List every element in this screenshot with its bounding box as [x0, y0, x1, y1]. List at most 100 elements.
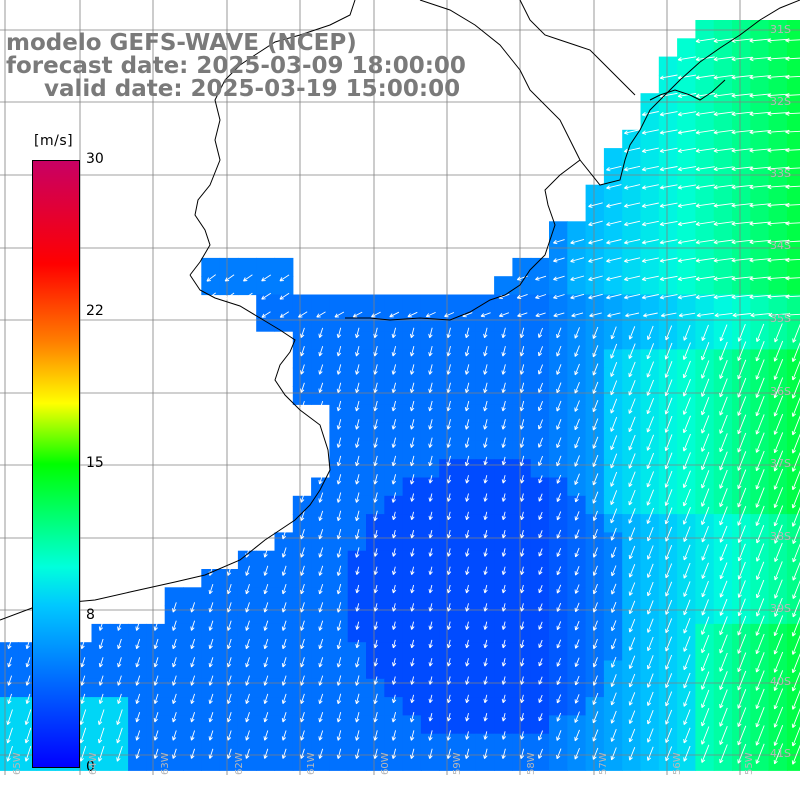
- wind-cell: [695, 715, 715, 735]
- wind-cell: [622, 715, 642, 735]
- wind-cell: [677, 367, 696, 387]
- wind-arrow: [410, 511, 415, 521]
- wind-arrow: [665, 618, 673, 634]
- wind-cell: [585, 550, 605, 570]
- wind-arrow: [318, 675, 324, 686]
- wind-cell: [292, 331, 312, 350]
- wind-cell: [457, 752, 477, 771]
- wind-arrow: [279, 292, 290, 300]
- wind-arrow: [153, 730, 159, 741]
- wind-cell: [183, 623, 202, 643]
- wind-cell: [109, 642, 129, 662]
- wind-cell: [256, 569, 276, 588]
- wind-cell: [347, 404, 367, 424]
- wind-arrow: [732, 312, 752, 318]
- wind-cell: [677, 166, 696, 186]
- wind-cell: [603, 569, 623, 588]
- wind-arrow: [281, 565, 287, 576]
- wind-cell: [237, 257, 257, 277]
- wind-cell: [750, 733, 770, 753]
- wind-arrow: [556, 474, 562, 484]
- wind-arrow: [719, 451, 728, 471]
- wind-arrow: [659, 239, 678, 245]
- wind-cell: [695, 93, 715, 113]
- wind-arrow: [538, 475, 543, 484]
- wind-arrow: [556, 437, 562, 449]
- wind-cell: [292, 623, 312, 643]
- wind-cell: [457, 440, 477, 460]
- wind-arrow: [701, 433, 710, 452]
- wind-cell: [622, 733, 642, 753]
- wind-cell: [549, 495, 568, 515]
- wind-cell: [658, 56, 678, 76]
- wind-arrow: [446, 584, 452, 594]
- wind-arrow: [701, 396, 710, 416]
- wind-arrow: [483, 621, 488, 630]
- wind-cell: [366, 752, 385, 771]
- wind-arrow: [519, 748, 525, 760]
- wind-arrow: [318, 565, 324, 576]
- wind-arrow: [519, 364, 525, 375]
- wind-arrow: [624, 184, 641, 190]
- wind-arrow: [665, 636, 673, 652]
- wind-arrow: [592, 326, 599, 339]
- wind-arrow: [641, 294, 659, 300]
- wind-cell: [439, 294, 459, 314]
- wind-arrow: [24, 745, 32, 762]
- wind-arrow: [574, 748, 580, 760]
- wind-arrow: [373, 492, 378, 503]
- wind-cell: [603, 752, 623, 771]
- wind-arrow: [391, 730, 397, 741]
- wind-cell: [530, 276, 550, 296]
- wind-cell: [512, 404, 532, 424]
- wind-cell: [402, 532, 422, 552]
- wind-cell: [768, 733, 788, 753]
- wind-arrow: [520, 621, 525, 630]
- wind-arrow: [428, 639, 433, 649]
- wind-cell: [311, 660, 330, 680]
- wind-arrow: [336, 345, 342, 357]
- wind-arrow: [695, 111, 715, 117]
- wind-arrow: [713, 148, 734, 153]
- wind-cell: [384, 422, 404, 442]
- wind-cell: [567, 514, 587, 533]
- wind-arrow: [677, 275, 697, 282]
- wind-cell: [347, 660, 367, 680]
- wind-cell: [329, 459, 349, 479]
- wind-arrow: [755, 652, 765, 673]
- wind-arrow: [410, 493, 415, 502]
- wind-arrow: [446, 658, 452, 667]
- wind-cell: [732, 111, 751, 131]
- wind-arrow: [749, 294, 771, 300]
- wind-arrow: [683, 599, 691, 616]
- wind-arrow: [785, 257, 800, 263]
- wind-arrow: [701, 324, 709, 342]
- wind-arrow: [501, 658, 507, 667]
- wind-arrow: [628, 361, 636, 378]
- wind-arrow: [588, 238, 603, 245]
- wind-arrow: [773, 395, 784, 417]
- wind-cell: [347, 331, 367, 350]
- wind-cell: [420, 733, 440, 753]
- wind-arrow: [767, 276, 790, 281]
- wind-cell: [786, 74, 800, 94]
- wind-arrow: [574, 345, 580, 357]
- wind-cell: [530, 752, 550, 771]
- wind-cell: [732, 459, 751, 479]
- wind-cell: [420, 550, 440, 570]
- wind-cell: [677, 221, 696, 241]
- wind-arrow: [755, 395, 765, 417]
- wind-cell: [677, 56, 696, 76]
- wind-arrow: [610, 471, 618, 487]
- wind-cell: [402, 660, 422, 680]
- wind-arrow: [300, 620, 305, 631]
- wind-arrow: [410, 603, 415, 612]
- wind-cell: [549, 587, 568, 607]
- colorbar-tick: 8: [86, 607, 95, 623]
- wind-arrow: [677, 56, 697, 62]
- wind-cell: [384, 532, 404, 552]
- wind-arrow: [664, 452, 673, 470]
- wind-cell: [420, 642, 440, 662]
- wind-cell: [695, 276, 715, 296]
- wind-cell: [622, 678, 642, 698]
